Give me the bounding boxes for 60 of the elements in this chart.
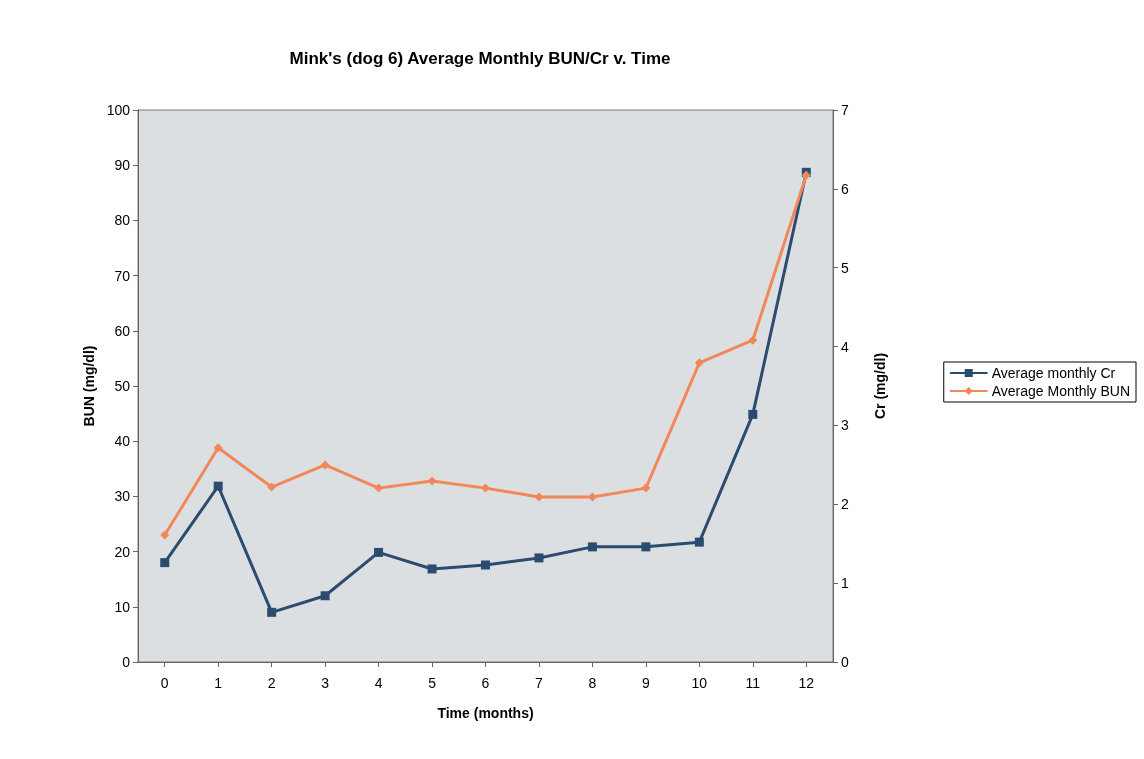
point <box>374 547 384 557</box>
x-tick-label: 3 <box>321 675 330 691</box>
point <box>160 530 170 540</box>
legend-label: Average monthly Cr <box>991 365 1116 381</box>
point <box>641 542 651 552</box>
y-axis-title: BUN (mg/dl) <box>80 345 97 427</box>
x-tick-label: 0 <box>160 675 169 691</box>
point <box>427 476 437 486</box>
point <box>213 443 223 453</box>
point <box>748 335 758 345</box>
point <box>427 564 437 574</box>
x-tick-label: 7 <box>535 675 544 691</box>
x-tick-label: 5 <box>428 675 437 691</box>
point <box>267 482 277 492</box>
y-tick-label: 60 <box>114 322 131 339</box>
point <box>748 409 758 419</box>
y-tick-label: 90 <box>114 157 131 174</box>
y2-tick-label: 0 <box>841 654 849 670</box>
point <box>267 607 277 617</box>
x-tick-label: 11 <box>745 675 761 691</box>
y2-tick-label: 2 <box>841 496 849 513</box>
x-axis-title: Time (months) <box>437 705 534 721</box>
x-tick-label: 6 <box>481 675 490 691</box>
legend-label: Average Monthly BUN <box>991 383 1130 399</box>
point <box>213 481 223 491</box>
y2-tick-label: 6 <box>841 180 849 197</box>
x-tick-label: 1 <box>214 675 223 691</box>
point <box>534 553 544 563</box>
y2-tick-label: 5 <box>841 259 849 276</box>
y-tick-label: 50 <box>114 378 131 394</box>
point <box>694 537 704 547</box>
y-tick-label: 100 <box>106 102 131 118</box>
y-tick-label: 10 <box>114 598 131 615</box>
point <box>320 460 330 470</box>
point <box>587 542 597 552</box>
point <box>481 560 490 570</box>
y-tick-label: 30 <box>114 488 131 505</box>
y-tick-label: 20 <box>114 543 131 560</box>
point <box>641 483 651 493</box>
point <box>160 558 170 568</box>
x-tick-label: 9 <box>641 675 650 691</box>
point <box>481 483 490 493</box>
y2-tick-label: 4 <box>841 338 849 355</box>
chart-title: Mink's (dog 6) Average Monthly BUN/Cr v. Time <box>289 49 671 68</box>
y-tick-label: 70 <box>114 267 131 284</box>
y-tick-label: 0 <box>122 654 131 670</box>
y2-axis-title: Cr (mg/dl) <box>872 352 888 420</box>
y-tick-label: 80 <box>114 212 131 229</box>
y2-tick-label: 1 <box>841 575 849 592</box>
point <box>694 358 704 368</box>
point <box>534 492 544 502</box>
point <box>320 591 330 601</box>
x-tick-label: 2 <box>267 675 276 691</box>
y2-tick-label: 3 <box>841 417 849 434</box>
x-tick-label: 12 <box>798 675 815 691</box>
y2-tick-label: 7 <box>841 102 849 118</box>
x-tick-label: 8 <box>588 675 597 691</box>
x-tick-label: 4 <box>374 675 383 691</box>
x-tick-label: 10 <box>691 675 708 691</box>
y-tick-label: 40 <box>114 433 131 450</box>
